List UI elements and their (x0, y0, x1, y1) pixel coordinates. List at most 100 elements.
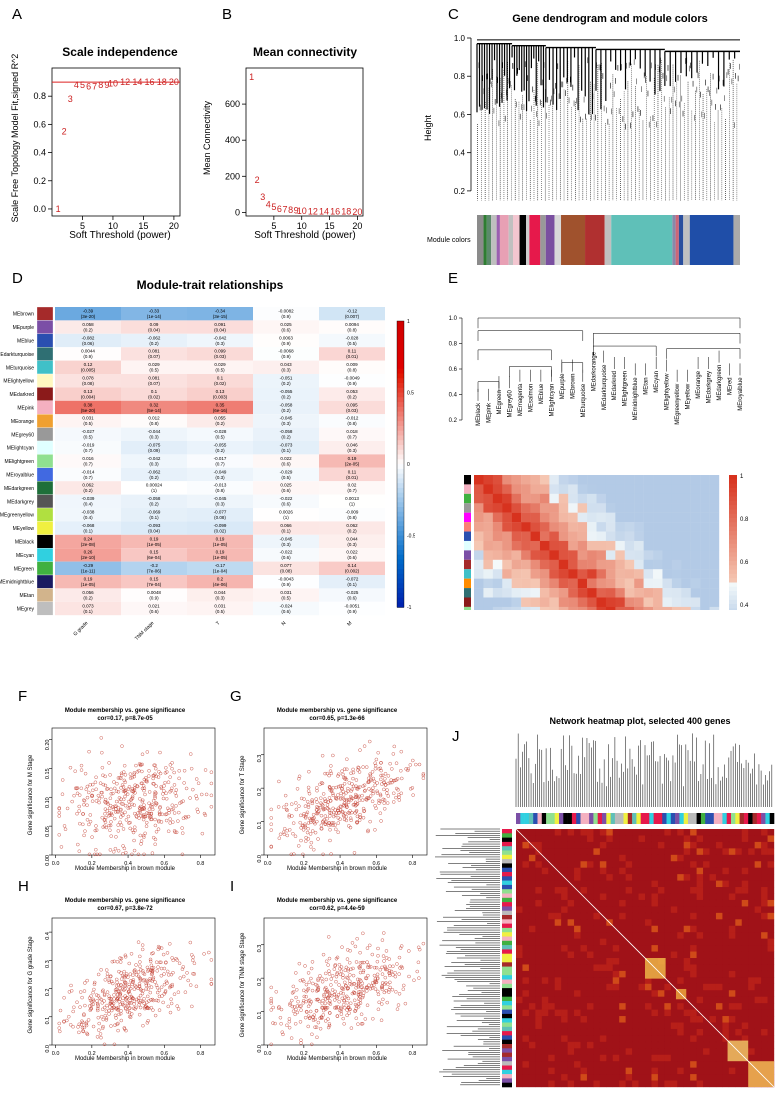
scatter-point (318, 1016, 322, 1020)
scatter-point (57, 814, 61, 818)
x-tick-label: 0.2 (300, 861, 308, 867)
scatter-point (304, 1009, 309, 1014)
tom-cell (528, 970, 536, 978)
tom-cell (632, 1003, 639, 1010)
scatter-point (365, 765, 369, 769)
tom-cell (715, 848, 723, 855)
cell-pvalue: (0.5) (347, 341, 357, 346)
scatter-point (350, 810, 354, 815)
scatter-point (157, 820, 161, 824)
tom-cell (625, 861, 633, 868)
adjacency-cell (587, 606, 597, 610)
tom-cell (670, 964, 678, 972)
cell-pvalue: (1e-05) (213, 555, 228, 560)
scatter-point (179, 800, 184, 804)
scatter-point (172, 783, 177, 787)
tom-cell (715, 835, 723, 843)
module-color-strip-top (541, 813, 547, 824)
scatter-point (340, 784, 345, 788)
scatter-point (320, 802, 324, 807)
tom-cell (541, 880, 549, 888)
adjacency-cell (643, 522, 654, 532)
heatmap-cell (55, 548, 121, 562)
panel-i-mm-vs-gs: Module membership vs. gene significance … (240, 898, 428, 1062)
eigengene-label: MEblack (476, 402, 482, 426)
tom-cell (574, 1003, 581, 1010)
tom-cell (612, 887, 620, 894)
adjacency-cell (615, 540, 625, 551)
scatter-point (399, 964, 404, 969)
cell-pvalue: (0.06) (82, 341, 94, 346)
tom-cell (516, 874, 523, 881)
tom-cell (516, 1003, 523, 1010)
trait-column-label: G grade (72, 620, 89, 637)
scatter-point (397, 793, 401, 797)
adjacency-cell (605, 550, 616, 561)
scatter-point (380, 965, 384, 970)
scatter-point (138, 987, 143, 991)
adjacency-cell (568, 493, 578, 504)
module-row-label: MEgrey60 (11, 432, 34, 438)
tom-cell (548, 899, 555, 907)
tom-cell (638, 880, 646, 888)
scatter-point (159, 985, 164, 989)
scatter-point (147, 769, 151, 773)
cell-correlation: -0.069 (148, 510, 161, 515)
scatter-point (358, 815, 363, 820)
tom-cell (735, 951, 742, 959)
adjacency-cell (483, 531, 494, 542)
adjacency-cell (690, 588, 701, 598)
scatter-point (406, 767, 411, 771)
tom-cell (561, 990, 568, 997)
scatter-point (137, 1003, 141, 1007)
adjacency-cell (709, 540, 720, 551)
module-color-strip-top (610, 813, 616, 824)
tom-cell (645, 925, 652, 933)
tom-cell (709, 970, 717, 978)
scatter-point (115, 977, 119, 982)
heatmap-cell (55, 494, 121, 508)
tom-cell (664, 893, 671, 901)
scatter-point (310, 798, 314, 802)
tom-cell (722, 854, 730, 862)
tom-cell (696, 861, 704, 868)
tom-cell (522, 829, 530, 836)
scatter-point (120, 1000, 125, 1005)
tom-cell (541, 848, 549, 855)
tom-cell (535, 970, 542, 978)
module-color-strip-top (666, 813, 672, 824)
panel-label-j: J (452, 728, 460, 745)
module-row-label: MEcyan (16, 553, 34, 559)
tom-cell (632, 990, 639, 997)
legend-gradient-step (397, 373, 404, 379)
cell-correlation: 0.046 (346, 443, 358, 448)
module-color-block (529, 215, 541, 265)
tom-cell (580, 945, 588, 952)
tom-cell (645, 1003, 652, 1010)
tom-cell (580, 867, 588, 875)
scatter-point (144, 987, 148, 991)
scatter-point (335, 996, 339, 1000)
scatter-point (113, 988, 118, 992)
cell-correlation: 0.044 (346, 536, 358, 541)
scatter-point (304, 839, 308, 843)
scatter-point (76, 842, 80, 847)
scatter-point (79, 768, 84, 772)
adjacency-cell (568, 597, 578, 608)
scatter-point (296, 999, 300, 1004)
tom-cell (541, 932, 549, 939)
cell-correlation: -0.0043 (278, 577, 294, 582)
scatter-point (118, 986, 122, 991)
cell-pvalue: (1) (151, 488, 157, 493)
tom-cell (574, 906, 581, 914)
cell-pvalue: (0.002) (345, 569, 360, 574)
scatter-point (276, 805, 281, 809)
scatter-point (329, 983, 333, 987)
legend-gradient-step (397, 325, 404, 332)
tom-cell (599, 964, 607, 972)
tom-cell (548, 964, 555, 972)
scatter-point (304, 814, 308, 819)
scatter-point (156, 944, 161, 949)
module-row-label: MEblack (15, 540, 35, 546)
scatter-point (310, 816, 314, 821)
